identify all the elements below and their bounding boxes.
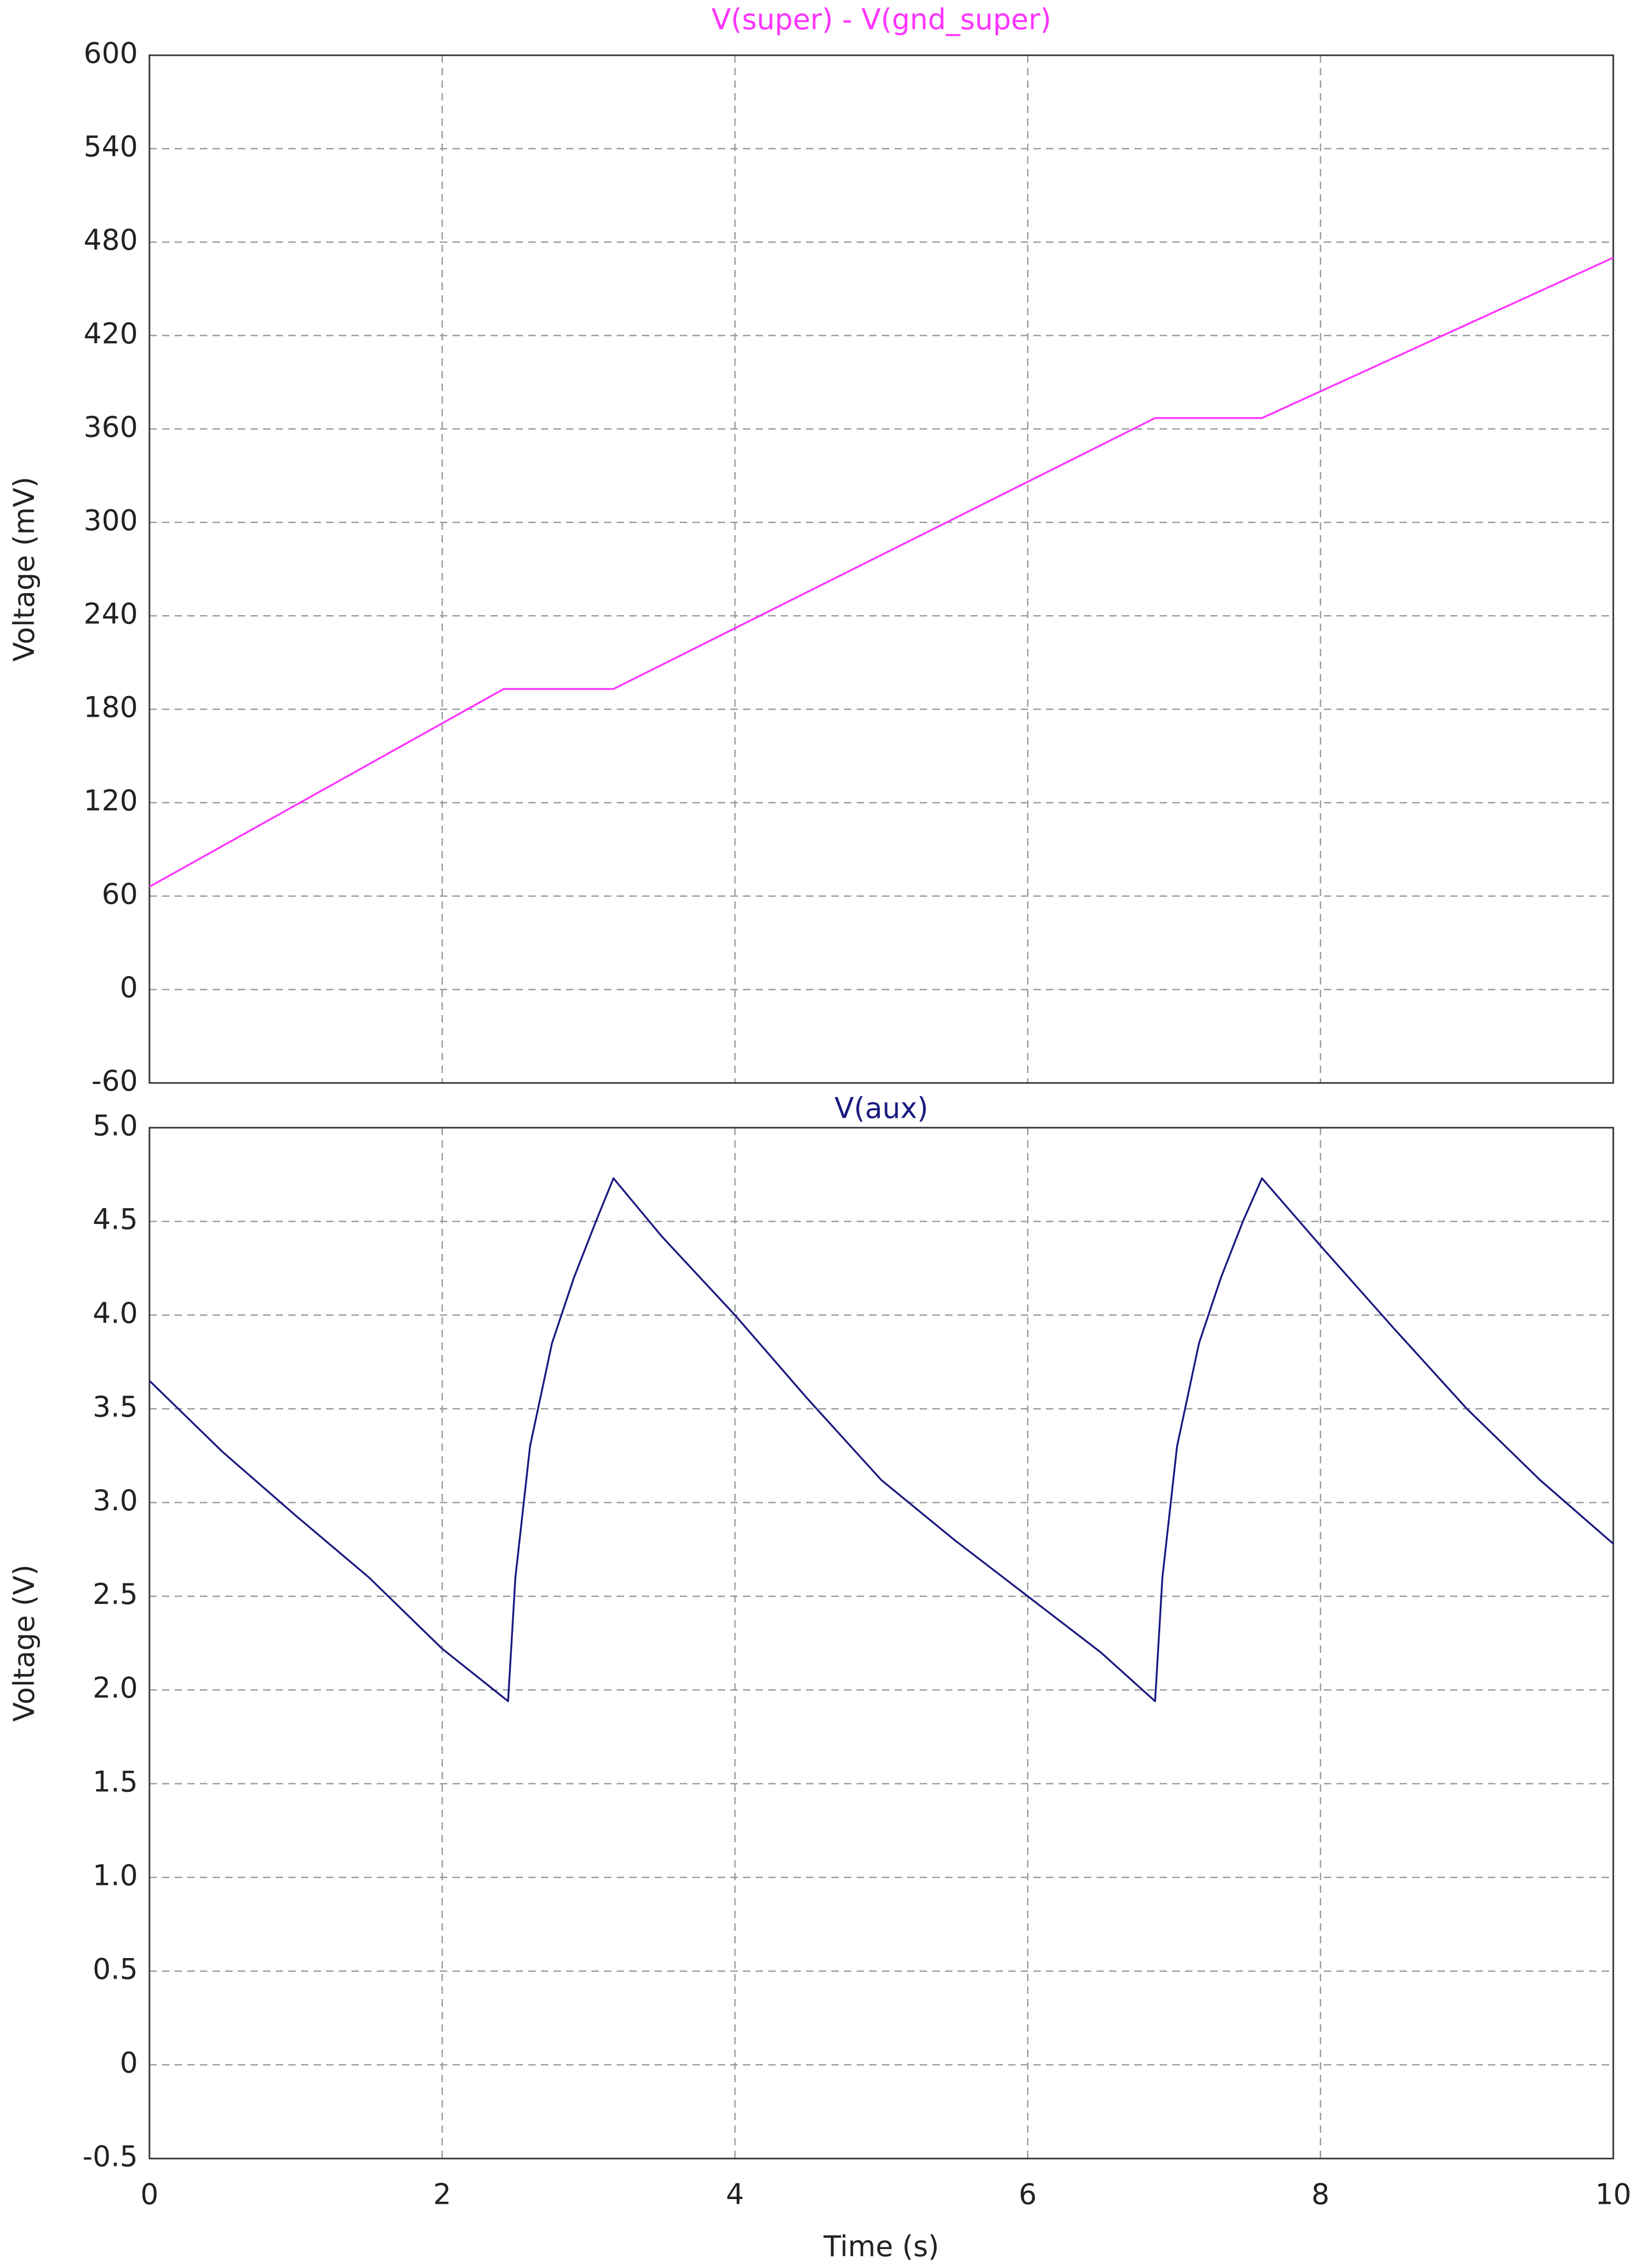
data-line [149,257,1614,888]
data-line [148,1177,1614,1702]
y-tick-label: 480 [84,224,138,257]
y-tick-label: 0 [120,2046,138,2080]
y-tick-label: 1.0 [93,1859,138,1892]
chart-title: V(aux) [835,1092,928,1125]
y-tick-label: 60 [102,878,138,911]
plot-frame [148,54,1614,1084]
y-tick-label: 4.5 [93,1203,138,1236]
y-tick-label: 5.0 [93,1109,138,1142]
y-tick-label: 420 [84,317,138,350]
y-axis-label: Voltage (mV) [8,477,41,661]
y-tick-label: 360 [84,410,138,444]
x-tick-label: 0 [140,2178,158,2211]
y-tick-label: 300 [84,504,138,537]
x-tick-label: 2 [433,2178,451,2211]
y-tick-label: -60 [92,1065,138,1098]
y-tick-label: 0.5 [93,1952,138,1985]
x-tick-label: 10 [1595,2178,1632,2211]
y-tick-label: 120 [84,784,138,817]
x-tick-label: 6 [1019,2178,1037,2211]
y-axis-label: Voltage (V) [8,1564,41,1722]
y-tick-label: 0 [120,971,138,1004]
y-tick-label: 600 [84,37,138,70]
y-tick-label: 2.5 [93,1578,138,1611]
x-tick-label: 8 [1311,2178,1329,2211]
y-tick-label: 3.5 [93,1390,138,1423]
chart-title: V(super) - V(gnd_super) [711,3,1051,36]
y-tick-label: 4.0 [93,1297,138,1330]
y-tick-label: 240 [84,597,138,630]
x-tick-label: 4 [726,2178,744,2211]
x-axis-label: Time (s) [823,2230,939,2263]
y-tick-label: 1.5 [93,1765,138,1798]
y-tick-label: 2.0 [93,1671,138,1704]
y-tick-label: 180 [84,690,138,724]
y-tick-label: -0.5 [83,2140,138,2173]
plot-frame [148,1127,1614,2160]
y-tick-label: 540 [84,130,138,163]
y-tick-label: 3.0 [93,1484,138,1517]
